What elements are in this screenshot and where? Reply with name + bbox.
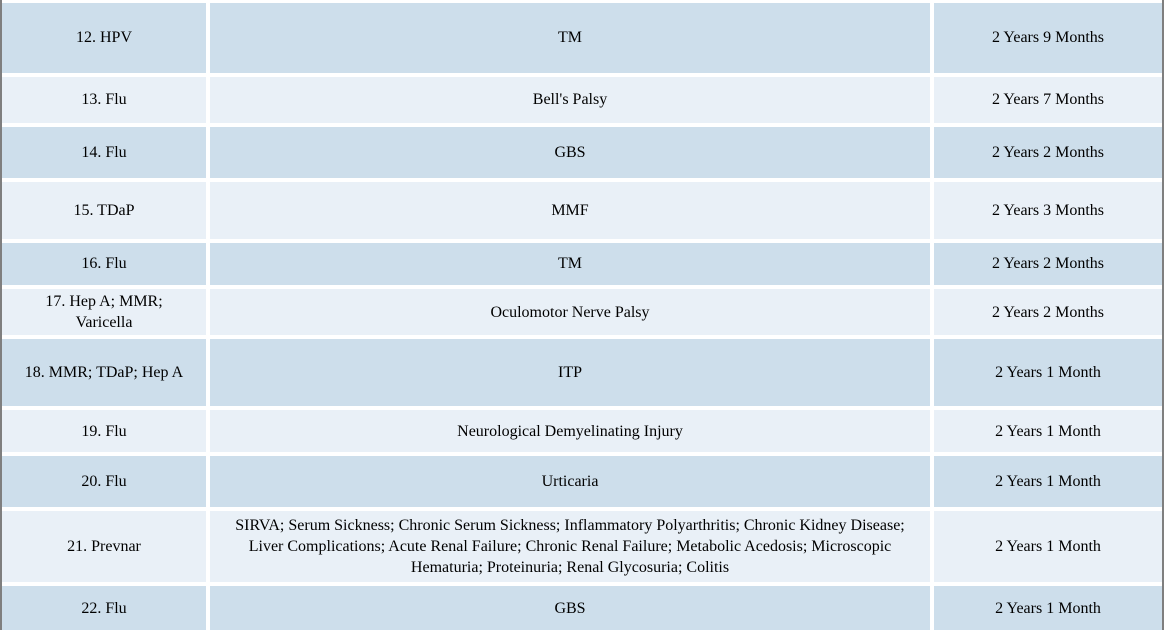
table-row: 20. Flu Urticaria 2 Years 1 Month <box>2 454 1162 512</box>
duration-cell: 2 Years 9 Months <box>932 3 1162 77</box>
vaccine-cell: 20. Flu <box>2 454 210 512</box>
vaccine-cell: 16. Flu <box>2 241 210 289</box>
duration-cell: 2 Years 1 Month <box>932 584 1162 630</box>
vaccine-cell: 14. Flu <box>2 125 210 182</box>
duration-cell: 2 Years 1 Month <box>932 454 1162 512</box>
injury-cell: TM <box>208 241 934 289</box>
table-row: 17. Hep A; MMR; Varicella Oculomotor Nerv… <box>2 287 1162 340</box>
vaccine-cell: 15. TDaP <box>2 180 210 243</box>
duration-cell: 2 Years 1 Month <box>932 337 1162 411</box>
injury-cell: Neurological Demyelinating Injury <box>208 408 934 457</box>
table-row: 14. Flu GBS 2 Years 2 Months <box>2 125 1162 182</box>
vaccine-cell: 21. Prevnar <box>2 509 210 587</box>
injury-cell: SIRVA; Serum Sickness; Chronic Serum Sic… <box>208 509 934 587</box>
injury-cell: MMF <box>208 180 934 243</box>
duration-cell: 2 Years 3 Months <box>932 180 1162 243</box>
table-body: 12. HPV TM 2 Years 9 Months 13. Flu Bell's P… <box>2 3 1162 630</box>
injury-cell: Urticaria <box>208 454 934 512</box>
injury-cell: ITP <box>208 337 934 411</box>
injury-cell: Bell's Palsy <box>208 75 934 127</box>
table-row: 22. Flu GBS 2 Years 1 Month <box>2 584 1162 630</box>
injury-cell: GBS <box>208 584 934 630</box>
duration-cell: 2 Years 1 Month <box>932 509 1162 587</box>
duration-cell: 2 Years 7 Months <box>932 75 1162 127</box>
vaccine-injury-table: 12. HPV TM 2 Years 9 Months 13. Flu Bell's P… <box>2 3 1162 630</box>
duration-cell: 2 Years 1 Month <box>932 408 1162 457</box>
injury-cell: Oculomotor Nerve Palsy <box>208 287 934 340</box>
injury-cell: GBS <box>208 125 934 182</box>
vaccine-cell: 19. Flu <box>2 408 210 457</box>
table-row: 18. MMR; TDaP; Hep A ITP 2 Years 1 Month <box>2 337 1162 411</box>
table-row: 19. Flu Neurological Demyelinating Injury… <box>2 408 1162 457</box>
vaccine-cell: 12. HPV <box>2 3 210 77</box>
vaccine-cell: 22. Flu <box>2 584 210 630</box>
table-row: 13. Flu Bell's Palsy 2 Years 7 Months <box>2 75 1162 127</box>
duration-cell: 2 Years 2 Months <box>932 125 1162 182</box>
injury-cell: TM <box>208 3 934 77</box>
table-row: 16. Flu TM 2 Years 2 Months <box>2 241 1162 289</box>
vaccine-cell: 13. Flu <box>2 75 210 127</box>
table-row: 15. TDaP MMF 2 Years 3 Months <box>2 180 1162 243</box>
duration-cell: 2 Years 2 Months <box>932 241 1162 289</box>
table-row: 12. HPV TM 2 Years 9 Months <box>2 3 1162 77</box>
duration-cell: 2 Years 2 Months <box>932 287 1162 340</box>
vaccine-cell: 18. MMR; TDaP; Hep A <box>2 337 210 411</box>
table-row: 21. Prevnar SIRVA; Serum Sickness; Chroni… <box>2 509 1162 587</box>
vaccine-cell: 17. Hep A; MMR; Varicella <box>2 287 210 340</box>
